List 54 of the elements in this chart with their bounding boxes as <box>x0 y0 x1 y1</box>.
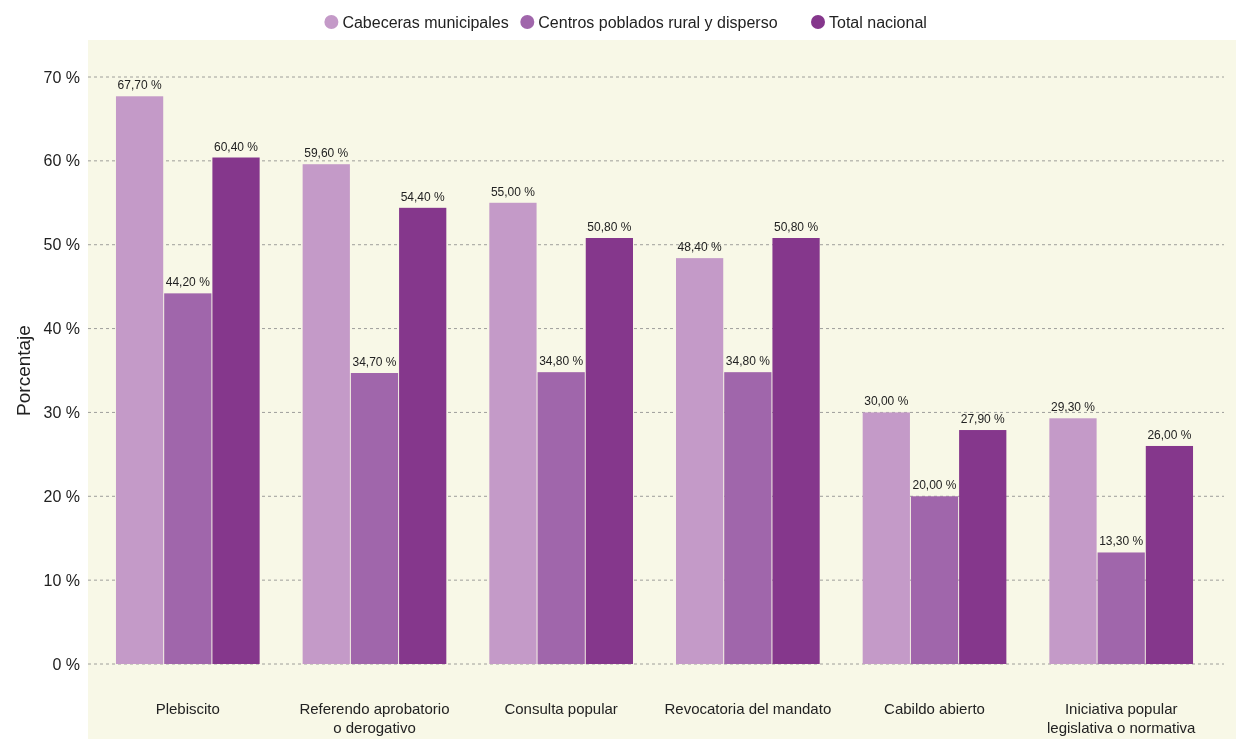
bar <box>537 372 585 664</box>
bar <box>959 430 1007 664</box>
y-axis-title: Porcentaje <box>13 325 34 416</box>
bar <box>350 373 399 664</box>
data-label: 34,80 % <box>725 354 771 369</box>
y-tick-label: 20 % <box>43 487 80 505</box>
y-tick-label: 10 % <box>43 571 80 589</box>
x-tick-label: Consulta popular <box>504 700 618 717</box>
data-label: 54,40 % <box>400 189 446 204</box>
bar <box>302 164 350 664</box>
y-tick-label: 40 % <box>43 320 80 338</box>
x-tick-label: Cabildo abierto <box>884 700 985 717</box>
bar <box>862 412 910 664</box>
data-label: 60,40 % <box>214 139 259 154</box>
data-label: 48,40 % <box>677 240 722 255</box>
bar <box>1145 445 1194 664</box>
data-label: 50,80 % <box>587 220 632 235</box>
data-label: 44,20 % <box>165 275 211 290</box>
y-tick-label: 30 % <box>43 404 80 422</box>
legend-label: Total nacional <box>829 13 927 31</box>
data-label: 55,00 % <box>490 184 536 199</box>
data-label: 26,00 % <box>1147 427 1192 442</box>
legend-label: Centros poblados rural y disperso <box>538 13 778 31</box>
data-label: 34,80 % <box>539 354 584 369</box>
bar <box>1049 418 1097 664</box>
bar <box>910 496 959 664</box>
bar <box>164 293 212 664</box>
data-label: 34,70 % <box>352 355 397 370</box>
data-label: 27,90 % <box>960 412 1006 427</box>
data-label: 13,30 % <box>1099 534 1144 549</box>
bar <box>772 238 820 664</box>
data-label: 50,80 % <box>774 220 819 235</box>
data-label: 30,00 % <box>864 394 909 409</box>
data-label: 20,00 % <box>912 478 957 493</box>
data-label: 67,70 % <box>117 78 162 93</box>
x-tick-label: Revocatoria del mandato <box>664 700 832 717</box>
bar <box>676 258 724 664</box>
bar <box>489 202 537 664</box>
legend-label: Cabeceras municipales <box>342 13 509 31</box>
y-tick-label: 50 % <box>43 236 80 254</box>
y-tick-label: 60 % <box>43 152 80 170</box>
bar <box>724 372 772 664</box>
bar <box>115 96 164 664</box>
y-tick-label: 70 % <box>43 68 80 86</box>
x-tick-label: Iniciativa popular legislativa o normativa <box>1046 700 1197 736</box>
bar <box>585 238 633 664</box>
x-tick-label: Referendo aprobatorio o derogativo <box>299 700 450 736</box>
y-tick-label: 0 % <box>52 655 80 673</box>
data-label: 29,30 % <box>1050 400 1096 415</box>
bar <box>399 207 447 664</box>
bar <box>1097 552 1145 664</box>
data-label: 59,60 % <box>304 146 349 161</box>
bar <box>212 157 260 664</box>
x-tick-label: Plebiscito <box>155 700 220 717</box>
